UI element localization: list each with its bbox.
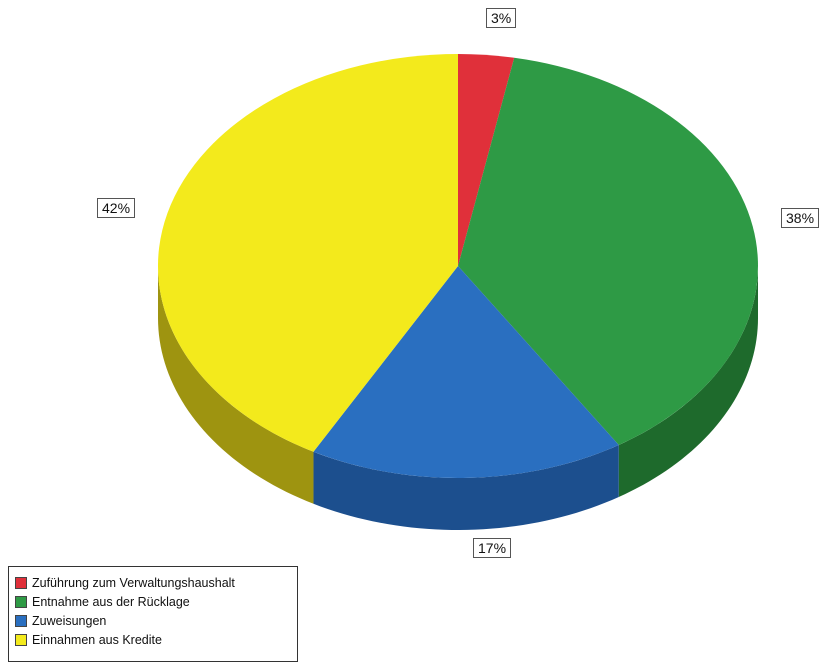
pie-slice-3 bbox=[313, 266, 619, 479]
legend-swatch bbox=[15, 614, 27, 627]
slice-label-2: 38% bbox=[781, 208, 820, 228]
legend-item: Zuführung zum Verwaltungshaushalt bbox=[15, 573, 291, 592]
legend-label: Entnahme aus der Rücklage bbox=[32, 594, 190, 609]
pie-side-2 bbox=[618, 266, 758, 497]
pie-slice-4 bbox=[157, 54, 458, 452]
legend: Zuführung zum Verwaltungshaushalt Entnahm… bbox=[8, 566, 298, 662]
legend-swatch bbox=[15, 595, 27, 608]
legend-item: Zuweisungen bbox=[15, 611, 291, 630]
legend-swatch bbox=[15, 633, 27, 646]
legend-label: Zuweisungen bbox=[32, 613, 107, 628]
pie-slice-1 bbox=[458, 54, 515, 266]
legend-item: Einnahmen aus Kredite bbox=[15, 630, 291, 649]
pie-slices bbox=[157, 54, 758, 479]
slice-label-1: 3% bbox=[486, 8, 517, 28]
legend-item: Entnahme aus der Rücklage bbox=[15, 592, 291, 611]
legend-label: Zuführung zum Verwaltungshaushalt bbox=[32, 575, 235, 590]
pie-side-4 bbox=[158, 266, 314, 504]
pie-side-3 bbox=[313, 445, 619, 530]
slice-label-3: 17% bbox=[473, 538, 512, 558]
pie-side-walls bbox=[158, 266, 758, 530]
legend-swatch bbox=[15, 576, 27, 589]
pie-slice-2 bbox=[458, 57, 758, 445]
slice-label-4: 42% bbox=[97, 198, 136, 218]
legend-label: Einnahmen aus Kredite bbox=[32, 632, 162, 647]
